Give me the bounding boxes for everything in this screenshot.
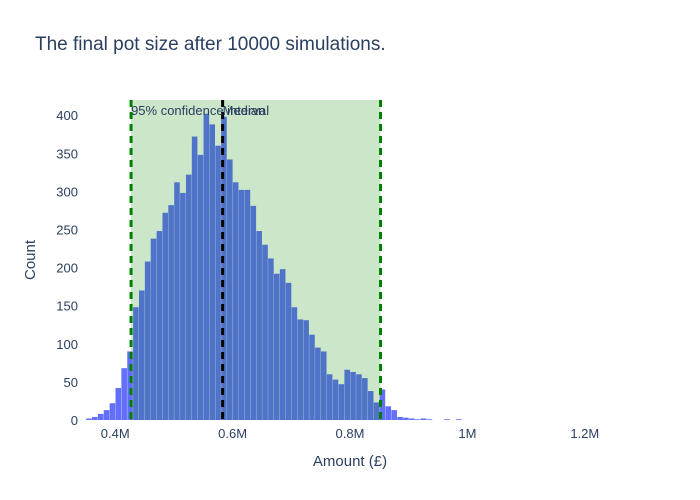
histogram-bar	[180, 192, 186, 420]
histogram-bar	[115, 388, 122, 420]
histogram-bar	[185, 174, 192, 420]
histogram-bar	[320, 351, 327, 420]
histogram-bar	[238, 189, 245, 420]
y-tick-label: 0	[71, 413, 78, 428]
histogram-bar	[408, 418, 415, 420]
confidence-interval-label: 95% confidence interval	[131, 103, 269, 118]
histogram-bar	[367, 391, 374, 420]
x-tick-label: 0.8M	[336, 426, 365, 441]
histogram-bar	[279, 269, 286, 420]
histogram-bar	[150, 238, 157, 420]
histogram-bar	[344, 369, 350, 420]
histogram-bar	[174, 182, 180, 420]
histogram-bar	[203, 113, 210, 420]
histogram-bar	[397, 416, 403, 420]
histogram-bar	[273, 273, 280, 420]
histogram-bar	[156, 231, 163, 420]
x-axis-title: Amount (£)	[313, 453, 387, 470]
histogram-bar	[138, 290, 145, 420]
reference-lines	[129, 100, 383, 420]
y-tick-label: 200	[56, 261, 78, 276]
histogram-bar	[262, 244, 268, 420]
histogram-bar	[338, 384, 345, 420]
y-tick-label: 150	[56, 299, 78, 314]
histogram-bar	[285, 282, 292, 420]
histogram-bar	[385, 406, 392, 420]
histogram-bar	[426, 419, 433, 420]
histogram-bar	[315, 347, 321, 420]
histogram-bar	[92, 416, 98, 420]
median-label: Median	[223, 103, 266, 118]
histogram-bar	[191, 136, 198, 421]
histogram-bar	[268, 258, 274, 420]
x-axis-ticks: 0.4M 0.6M 0.8M 1M 1.2M	[101, 426, 599, 441]
histogram-bar	[97, 413, 104, 420]
histogram-bar	[121, 368, 127, 420]
histogram-bar	[162, 212, 169, 420]
x-tick-label: 0.4M	[101, 426, 130, 441]
histogram-bar	[455, 419, 462, 420]
histogram-bar	[227, 159, 233, 420]
histogram-bar	[215, 145, 221, 420]
histogram-bar	[444, 419, 450, 420]
chart-title: The final pot size after 10000 simulatio…	[35, 34, 386, 55]
histogram-bar	[127, 351, 133, 420]
histogram-bar	[420, 418, 427, 420]
y-axis-title: Count	[22, 239, 39, 280]
histogram-bar	[86, 418, 92, 420]
histogram-bar	[403, 417, 409, 420]
y-tick-label: 100	[56, 337, 78, 352]
y-axis-ticks: 0 50 100 150 200 250 300 350 400	[56, 108, 78, 428]
histogram-bar	[232, 182, 239, 420]
histogram-bar	[168, 205, 174, 420]
histogram-bar	[379, 389, 386, 420]
histogram-bar	[332, 379, 339, 420]
y-tick-label: 50	[64, 375, 78, 390]
histogram-bar	[350, 372, 356, 420]
histogram-bars	[86, 113, 462, 421]
histogram-bar	[250, 205, 257, 420]
histogram-bar	[326, 374, 333, 420]
histogram-bar	[109, 403, 116, 420]
histogram-bar	[391, 410, 397, 420]
y-tick-label: 400	[56, 108, 78, 123]
x-tick-label: 1M	[458, 426, 476, 441]
histogram-bar	[244, 189, 251, 420]
histogram-bar	[414, 419, 421, 420]
histogram-bar	[303, 320, 309, 420]
histogram-bar	[197, 154, 204, 420]
y-tick-label: 250	[56, 223, 78, 238]
histogram-bar	[362, 378, 368, 420]
x-tick-label: 0.6M	[218, 426, 247, 441]
histogram-bar	[256, 231, 262, 420]
histogram-bar	[133, 307, 139, 420]
histogram-bar	[144, 261, 151, 420]
histogram-bar	[297, 319, 304, 420]
histogram-bar	[291, 307, 298, 420]
histogram-bar	[356, 374, 362, 420]
histogram-bar	[373, 402, 380, 420]
y-tick-label: 350	[56, 146, 78, 161]
histogram-bar	[209, 124, 215, 420]
histogram-bar	[103, 410, 110, 420]
x-tick-label: 1.2M	[570, 426, 599, 441]
histogram-bar	[309, 334, 315, 420]
y-tick-label: 300	[56, 184, 78, 199]
